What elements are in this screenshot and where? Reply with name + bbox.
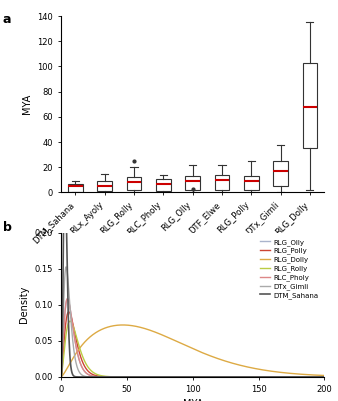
PathPatch shape [244, 176, 259, 190]
X-axis label: Transposable element family: Transposable element family [122, 300, 263, 310]
PathPatch shape [97, 181, 112, 191]
Y-axis label: MYA: MYA [22, 94, 32, 114]
PathPatch shape [156, 178, 171, 191]
PathPatch shape [273, 161, 288, 186]
Text: b: b [3, 221, 12, 234]
PathPatch shape [185, 176, 200, 190]
PathPatch shape [215, 175, 229, 190]
PathPatch shape [303, 63, 317, 148]
Text: a: a [3, 12, 11, 26]
X-axis label: MYA: MYA [183, 399, 203, 401]
Y-axis label: Density: Density [19, 286, 29, 324]
PathPatch shape [68, 184, 83, 192]
PathPatch shape [127, 177, 141, 190]
Legend: RLG_Olly, RLG_Polly, RLG_Dolly, RLG_Rolly, RLC_Pholy, DTx_Gimli, DTM_Sahana: RLG_Olly, RLG_Polly, RLG_Dolly, RLG_Roll… [257, 236, 321, 302]
